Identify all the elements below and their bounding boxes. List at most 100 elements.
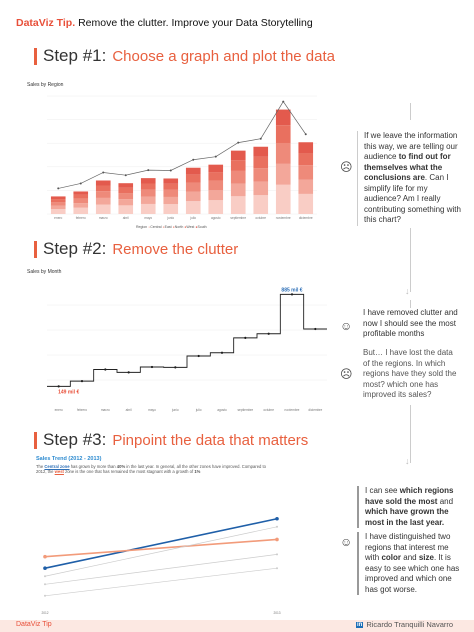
c1-bar-segment xyxy=(95,185,111,192)
legend-swatch-central: ● xyxy=(148,225,151,229)
step2-accent xyxy=(34,240,37,258)
chart2-svg: enero febrero marzo abril mayo junio julio agos… xyxy=(47,287,327,412)
c2-x-tick: enero xyxy=(55,408,63,412)
panel-2-text: I have removed clutter and now I should … xyxy=(363,308,458,338)
c3-end-point xyxy=(276,553,278,556)
c2-min-label: 149 mil € xyxy=(58,389,79,395)
footer-author[interactable]: in Ricardo Tranquilli Navarro xyxy=(356,620,453,629)
c1-bar-segment xyxy=(95,204,111,214)
chart3-title: Sales Trend (2012 - 2013) xyxy=(36,456,102,462)
c1-total-line xyxy=(58,100,307,189)
c3-series-line xyxy=(44,538,278,558)
chart3-text-5: west xyxy=(54,469,64,475)
c1-x-tick: septiembre xyxy=(230,216,246,220)
c3-x-start: 2012 xyxy=(41,611,48,615)
chart1-svg: enero febrero marzo abril mayo junio julio agos… xyxy=(47,95,317,220)
c1-bar-segment xyxy=(275,125,291,143)
c1-bar-segment xyxy=(118,193,134,200)
c3-x-end: 2013 xyxy=(273,611,280,615)
c1-bar-segment xyxy=(230,160,246,171)
c3-start-point xyxy=(43,566,47,570)
chart3-description: The Central zone has grown by more than … xyxy=(36,464,276,474)
c1-bar-segment xyxy=(185,167,201,175)
c2-x-tick: diciembre xyxy=(308,408,322,412)
c1-bar-segment xyxy=(73,191,89,195)
chart3-text-1: Central zone xyxy=(44,464,70,469)
c3-series-line xyxy=(44,526,278,577)
c1-x-tick: diciembre xyxy=(299,216,313,220)
chart3-text-0: The xyxy=(36,464,45,469)
panel-4-text-d: which have grown the most in the last ye… xyxy=(365,507,449,527)
c2-x-tick: octubre xyxy=(263,408,274,412)
step3-subtitle: Pinpoint the data that matters xyxy=(112,432,309,449)
c1-bar-segment xyxy=(230,196,246,214)
c1-bar-segment xyxy=(118,199,134,206)
c3-start-point xyxy=(44,575,46,578)
panel-3-text: But… I have lost the data of the regions… xyxy=(363,348,457,399)
panel-5-text-d: size xyxy=(418,553,434,562)
header-tip: DataViz Tip. xyxy=(16,17,76,29)
c3-end-point xyxy=(276,567,278,570)
c1-x-tick: abril xyxy=(123,216,129,220)
flow-line-3 xyxy=(410,300,411,308)
c1-total-point xyxy=(304,133,307,136)
c1-x-tick: mayo xyxy=(144,216,152,220)
step1-title: Step #1: xyxy=(43,46,107,65)
panel-1-text-a: If we leave the information this way, we… xyxy=(364,131,458,161)
c1-total-point xyxy=(192,158,195,161)
c1-total-point xyxy=(282,100,285,103)
flow-line-4 xyxy=(410,405,411,463)
c3-end-point xyxy=(275,537,279,542)
chart2-title: Sales by Month xyxy=(27,269,62,275)
legend-swatch-north: ● xyxy=(172,225,175,229)
c1-bar-segment xyxy=(163,183,179,190)
chart1-legend: Region ●Central ●East ●North ●West ●Sout… xyxy=(136,225,207,229)
step3-heading: Step #3: Pinpoint the data that matters xyxy=(34,430,308,450)
smiley-face-icon-2: ☺ xyxy=(340,535,353,549)
c1-bar-segment xyxy=(185,174,201,183)
c1-bar-segment xyxy=(275,163,291,185)
legend-swatch-west: ● xyxy=(184,225,187,229)
c1-bar-segment xyxy=(50,205,66,210)
c1-total-point xyxy=(124,174,127,177)
step2-heading: Step #2: Remove the clutter xyxy=(34,239,238,259)
panel-4-text-c: and xyxy=(437,496,454,506)
step1-heading: Step #1: Choose a graph and plot the dat… xyxy=(34,46,335,66)
c1-bar-segment xyxy=(230,170,246,184)
c1-bar-segment xyxy=(253,195,269,214)
c1-bar-segment xyxy=(95,191,111,198)
c1-bar-segment xyxy=(298,153,314,166)
c3-series-line xyxy=(44,554,278,585)
chart3-text-2: has grown by more than xyxy=(69,464,117,469)
legend-item-north: North xyxy=(174,225,184,229)
legend-swatch-south: ● xyxy=(195,225,198,229)
c1-bar-segment xyxy=(140,196,156,204)
c1-bar-segment xyxy=(253,156,269,169)
chart3-text-4: in the last year. In general, all the ot… xyxy=(36,464,267,475)
c1-bar-segment xyxy=(50,196,66,200)
c1-bar-segment xyxy=(118,205,134,214)
c1-total-point xyxy=(237,141,240,144)
sad-face-icon-2: ☹ xyxy=(340,367,353,381)
panel-2: I have removed clutter and now I should … xyxy=(357,308,461,340)
c3-start-point xyxy=(43,554,47,559)
chart3-text-7: 1% xyxy=(194,469,201,475)
c1-bar-segment xyxy=(163,196,179,205)
panel-4: I can see which regions have sold the mo… xyxy=(357,486,461,528)
step2-subtitle: Remove the clutter xyxy=(112,241,239,258)
sad-face-icon-1: ☹ xyxy=(340,160,353,174)
c1-bar-segment xyxy=(50,209,66,214)
c1-bar-segment xyxy=(163,178,179,184)
linkedin-icon: in xyxy=(356,622,364,629)
c3-end-point xyxy=(276,525,278,528)
panel-1: If we leave the information this way, we… xyxy=(357,131,461,226)
step3-title: Step #3: xyxy=(43,430,107,449)
c3-start-point xyxy=(44,594,46,597)
legend-label: Region xyxy=(136,225,148,229)
c2-step-line xyxy=(47,293,327,387)
c1-total-point xyxy=(169,169,172,172)
c1-x-tick: agosto xyxy=(211,216,221,220)
panel-5-text-c: and xyxy=(401,553,419,562)
header: DataViz Tip. Remove the clutter. Improve… xyxy=(16,17,313,29)
c1-bar-segment xyxy=(140,183,156,190)
